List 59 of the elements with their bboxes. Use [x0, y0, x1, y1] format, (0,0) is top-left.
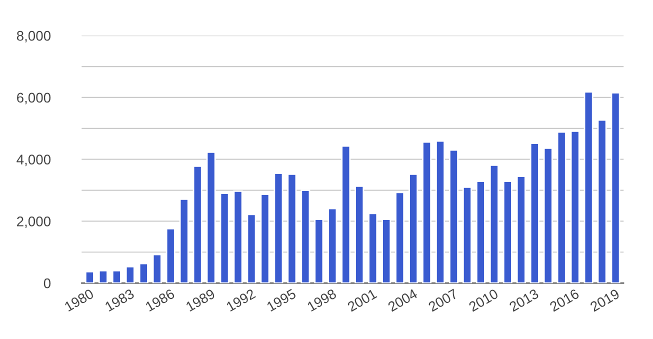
bar: [138, 262, 148, 284]
bar: [422, 141, 432, 284]
x-tick-label: 2007: [428, 288, 458, 312]
bar: [354, 186, 364, 284]
bar: [476, 180, 486, 284]
x-tick-label: 2013: [508, 288, 540, 312]
bar: [314, 218, 324, 284]
bar: [274, 172, 284, 284]
bar: [395, 192, 405, 284]
bar: [328, 208, 338, 284]
bar: [152, 254, 162, 284]
bar: [84, 270, 94, 284]
bar: [408, 173, 418, 284]
x-tick-label: 2010: [468, 288, 499, 312]
x-tick-label: 2004: [387, 288, 418, 312]
x-tick-label: 1989: [185, 288, 216, 312]
bar: [300, 190, 310, 284]
bar: [597, 119, 607, 284]
bar: [112, 270, 122, 284]
bar: [192, 165, 202, 284]
bar: [570, 130, 580, 284]
bar: [341, 145, 351, 284]
bar: [516, 176, 526, 284]
bar: [543, 148, 553, 284]
y-tick-label: 6,000: [17, 92, 51, 104]
x-tick-label: 1980: [64, 288, 94, 312]
bar: [449, 149, 458, 284]
x-tick-label: 2001: [346, 288, 378, 312]
bar: [166, 228, 176, 284]
y-tick-label: 4,000: [16, 154, 51, 166]
x-tick-label: 1986: [144, 288, 176, 312]
bar: [233, 190, 243, 284]
bar: [206, 152, 216, 284]
x-tick-label: 1992: [226, 288, 256, 312]
x-tick-label: 1995: [266, 288, 297, 312]
bar: [287, 173, 297, 284]
bar: [584, 91, 594, 284]
bar: [125, 266, 135, 284]
bar: [382, 218, 392, 284]
bar: [436, 140, 445, 284]
bar: [462, 186, 472, 284]
x-tick-label: 1983: [104, 288, 135, 312]
x-tick-label: 1998: [306, 288, 337, 312]
y-tick-label: 0: [44, 278, 51, 288]
bar: [220, 192, 230, 284]
bar: [368, 212, 378, 284]
bar: [179, 198, 189, 284]
y-tick-label: 8,000: [16, 30, 51, 42]
x-tick-label: 2016: [549, 288, 580, 312]
x-tick-label: 2019: [590, 288, 620, 312]
bar: [260, 194, 270, 284]
bar: [556, 131, 566, 284]
bar: [502, 180, 512, 284]
bar: [610, 92, 620, 284]
bar: [98, 270, 108, 284]
bar: [489, 164, 499, 284]
bar: [530, 142, 540, 284]
y-tick-label: 2,000: [17, 216, 51, 228]
bar: [246, 214, 256, 284]
